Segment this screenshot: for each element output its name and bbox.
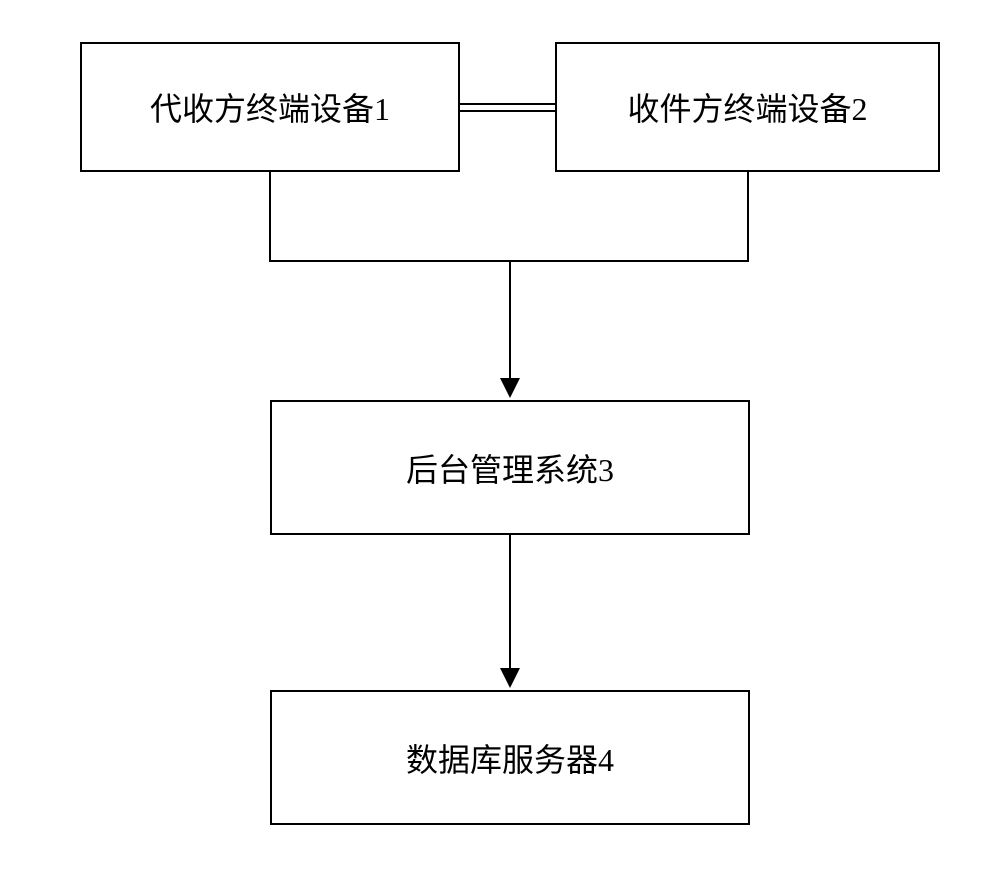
connector-junction-to-node3	[509, 260, 511, 380]
node-recipient-terminal-label: 收件方终端设备2	[627, 84, 867, 130]
node-recipient-terminal: 收件方终端设备2	[555, 42, 940, 172]
connector-node1-down	[269, 172, 271, 262]
connector-line-horizontal-2	[460, 110, 555, 112]
node-agent-terminal: 代收方终端设备1	[80, 42, 460, 172]
connector-node3-to-node4	[509, 535, 511, 670]
node-database-server-label: 数据库服务器4	[406, 735, 614, 781]
arrow-to-node4	[500, 668, 520, 688]
connector-line-horizontal	[460, 103, 555, 105]
node-database-server: 数据库服务器4	[270, 690, 750, 825]
arrow-to-node3	[500, 378, 520, 398]
connector-node2-down	[747, 172, 749, 262]
node-backend-system: 后台管理系统3	[270, 400, 750, 535]
node-agent-terminal-label: 代收方终端设备1	[150, 84, 390, 130]
node-backend-system-label: 后台管理系统3	[406, 445, 614, 491]
